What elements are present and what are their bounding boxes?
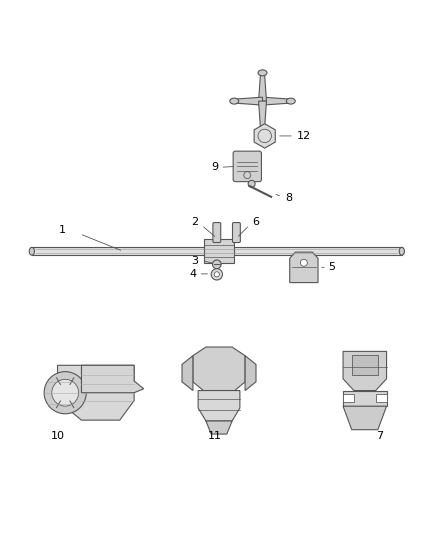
Polygon shape bbox=[343, 406, 387, 430]
Polygon shape bbox=[81, 365, 144, 393]
Text: 6: 6 bbox=[252, 217, 259, 227]
Text: 4: 4 bbox=[189, 269, 197, 279]
Ellipse shape bbox=[258, 70, 267, 76]
FancyBboxPatch shape bbox=[233, 223, 240, 243]
Text: 9: 9 bbox=[211, 162, 218, 172]
Polygon shape bbox=[198, 391, 240, 421]
Polygon shape bbox=[254, 124, 275, 148]
Circle shape bbox=[211, 269, 223, 280]
Text: 3: 3 bbox=[191, 256, 198, 266]
Polygon shape bbox=[258, 73, 266, 101]
Polygon shape bbox=[290, 252, 318, 282]
Polygon shape bbox=[182, 356, 193, 391]
Ellipse shape bbox=[29, 247, 35, 255]
Ellipse shape bbox=[230, 98, 239, 104]
FancyBboxPatch shape bbox=[213, 223, 221, 243]
Polygon shape bbox=[262, 97, 291, 105]
Circle shape bbox=[300, 260, 307, 266]
Text: 8: 8 bbox=[285, 193, 292, 203]
Text: 10: 10 bbox=[51, 431, 65, 441]
Polygon shape bbox=[343, 391, 387, 406]
FancyBboxPatch shape bbox=[233, 151, 261, 182]
Circle shape bbox=[52, 379, 78, 406]
Circle shape bbox=[248, 180, 255, 187]
Text: 2: 2 bbox=[191, 217, 198, 227]
Text: 1: 1 bbox=[59, 225, 66, 236]
Polygon shape bbox=[32, 247, 402, 255]
Text: 11: 11 bbox=[208, 431, 222, 441]
Polygon shape bbox=[245, 356, 256, 391]
Polygon shape bbox=[57, 365, 134, 420]
Polygon shape bbox=[258, 101, 266, 130]
Circle shape bbox=[212, 260, 221, 269]
Circle shape bbox=[44, 372, 86, 414]
Ellipse shape bbox=[399, 247, 404, 255]
Polygon shape bbox=[352, 356, 378, 375]
FancyBboxPatch shape bbox=[204, 239, 234, 263]
Polygon shape bbox=[193, 347, 245, 391]
Circle shape bbox=[258, 96, 268, 106]
Polygon shape bbox=[343, 351, 387, 391]
Polygon shape bbox=[234, 97, 262, 105]
Text: 7: 7 bbox=[377, 431, 384, 441]
Ellipse shape bbox=[258, 126, 267, 132]
Text: 5: 5 bbox=[328, 262, 336, 272]
Polygon shape bbox=[206, 421, 232, 434]
Polygon shape bbox=[376, 394, 387, 402]
Circle shape bbox=[214, 272, 219, 277]
Ellipse shape bbox=[286, 98, 295, 104]
Polygon shape bbox=[343, 394, 354, 402]
Text: 12: 12 bbox=[297, 131, 311, 141]
